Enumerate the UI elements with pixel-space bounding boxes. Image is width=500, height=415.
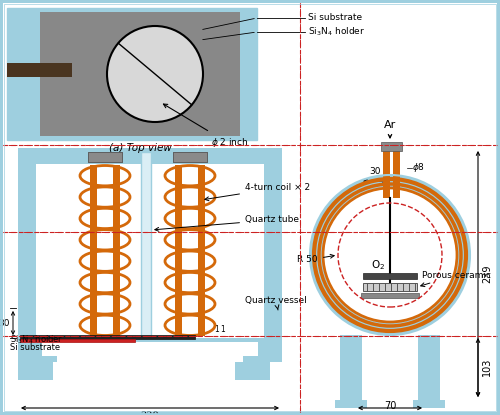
- Ellipse shape: [165, 272, 215, 293]
- Text: $\phi$8: $\phi$8: [412, 161, 425, 174]
- Bar: [88, 152, 122, 162]
- Circle shape: [107, 26, 203, 122]
- Text: 70: 70: [384, 401, 396, 411]
- Bar: [362, 345, 418, 390]
- Ellipse shape: [80, 208, 130, 229]
- Bar: [18, 148, 282, 338]
- Bar: [18, 148, 282, 164]
- Ellipse shape: [165, 208, 215, 229]
- Bar: [7, 8, 257, 140]
- Ellipse shape: [80, 315, 130, 335]
- Text: (b) Side view: (b) Side view: [116, 413, 184, 415]
- Bar: [383, 148, 390, 198]
- Ellipse shape: [80, 229, 130, 250]
- Bar: [173, 152, 207, 162]
- Text: (a) Top view: (a) Top view: [108, 143, 172, 153]
- Text: Quartz vessel: Quartz vessel: [245, 295, 307, 310]
- Text: 43: 43: [384, 307, 396, 316]
- Bar: [18, 338, 282, 352]
- Circle shape: [322, 187, 458, 323]
- Ellipse shape: [165, 251, 215, 271]
- Bar: [361, 293, 419, 298]
- Ellipse shape: [165, 187, 215, 207]
- Bar: [30, 160, 270, 338]
- Bar: [141, 152, 151, 336]
- Ellipse shape: [165, 294, 215, 314]
- Ellipse shape: [80, 187, 130, 207]
- Ellipse shape: [80, 166, 130, 186]
- Bar: [30, 160, 36, 338]
- Text: Quartz tube: Quartz tube: [155, 215, 299, 231]
- Text: 220: 220: [140, 411, 160, 415]
- Text: Porous ceramic: Porous ceramic: [420, 271, 491, 287]
- Circle shape: [310, 175, 470, 335]
- Ellipse shape: [80, 272, 130, 293]
- Bar: [57, 352, 243, 362]
- Bar: [175, 165, 182, 336]
- Bar: [90, 165, 97, 336]
- Text: 30: 30: [0, 318, 10, 327]
- Bar: [363, 273, 417, 279]
- Text: 30: 30: [369, 167, 381, 176]
- Text: $\phi$ 2 inch: $\phi$ 2 inch: [211, 136, 248, 149]
- Bar: [235, 362, 270, 380]
- Bar: [393, 148, 400, 198]
- Ellipse shape: [165, 229, 215, 250]
- Bar: [173, 152, 207, 162]
- Text: O$_2$: O$_2$: [371, 258, 385, 272]
- Ellipse shape: [165, 166, 215, 186]
- Bar: [18, 362, 53, 380]
- Bar: [18, 352, 282, 362]
- Bar: [340, 345, 362, 400]
- Text: 5: 5: [204, 325, 210, 334]
- Text: 103: 103: [482, 358, 492, 376]
- Text: 16: 16: [428, 296, 440, 305]
- Text: Si substrate: Si substrate: [308, 14, 362, 22]
- Text: Si$_3$N$_4$ holder: Si$_3$N$_4$ holder: [10, 334, 64, 346]
- Text: 4-turn coil × 2: 4-turn coil × 2: [205, 183, 310, 201]
- Bar: [413, 400, 445, 408]
- Bar: [20, 335, 195, 339]
- Bar: [198, 165, 205, 336]
- Bar: [113, 165, 120, 336]
- Bar: [198, 165, 205, 336]
- Bar: [20, 339, 135, 342]
- Ellipse shape: [165, 315, 215, 335]
- Bar: [40, 12, 240, 136]
- Text: Si substrate: Si substrate: [10, 344, 60, 352]
- Bar: [42, 342, 258, 356]
- Bar: [362, 335, 418, 345]
- Bar: [335, 400, 367, 408]
- Text: (c) Front view: (c) Front view: [354, 413, 426, 415]
- Bar: [418, 345, 440, 400]
- Text: Ar: Ar: [384, 120, 396, 130]
- Text: 1: 1: [220, 325, 226, 334]
- Ellipse shape: [80, 294, 130, 314]
- Bar: [113, 165, 120, 336]
- Bar: [363, 283, 417, 291]
- Bar: [90, 165, 97, 336]
- Bar: [264, 160, 270, 338]
- Bar: [52, 63, 72, 77]
- Ellipse shape: [80, 251, 130, 271]
- Text: 239: 239: [482, 265, 492, 283]
- Bar: [88, 152, 122, 162]
- Bar: [7, 63, 52, 77]
- Text: 1: 1: [214, 325, 220, 334]
- Text: Si$_3$N$_4$ holder: Si$_3$N$_4$ holder: [308, 26, 366, 38]
- Text: R 50: R 50: [298, 254, 334, 264]
- Bar: [175, 165, 182, 336]
- Bar: [340, 335, 440, 345]
- Bar: [381, 142, 402, 151]
